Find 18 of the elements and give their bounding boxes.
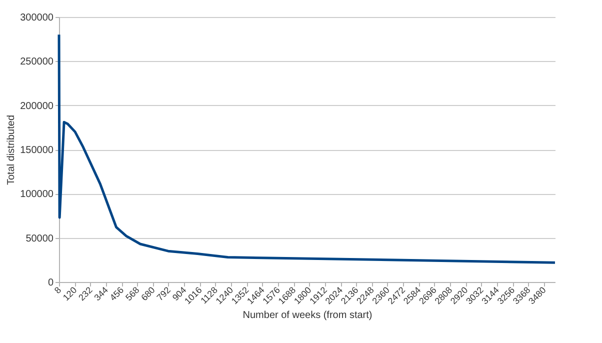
x-tick-label: 680: [139, 284, 157, 303]
x-tick-label: 568: [124, 284, 142, 303]
x-tick-label: 120: [60, 284, 79, 303]
x-tick-label: 232: [76, 284, 94, 303]
y-tick-label: 300000: [20, 12, 54, 24]
y-tick-label: 0: [48, 278, 54, 288]
x-axis-title: Number of weeks (from start): [242, 310, 372, 322]
y-tick-label: 150000: [20, 145, 54, 156]
y-tick-label: 100000: [20, 189, 54, 200]
y-tick-label: 200000: [20, 100, 54, 112]
y-tick-label: 50000: [26, 233, 54, 244]
x-tick-label: 344: [92, 284, 110, 303]
x-tick-label: 456: [108, 284, 126, 303]
line-series: [58, 33, 556, 264]
x-tick-label: 792: [154, 284, 173, 303]
x-tick-label: 8: [52, 284, 64, 296]
y-axis-title: Total distributed: [6, 114, 18, 186]
y-tick-label: 250000: [20, 56, 54, 68]
